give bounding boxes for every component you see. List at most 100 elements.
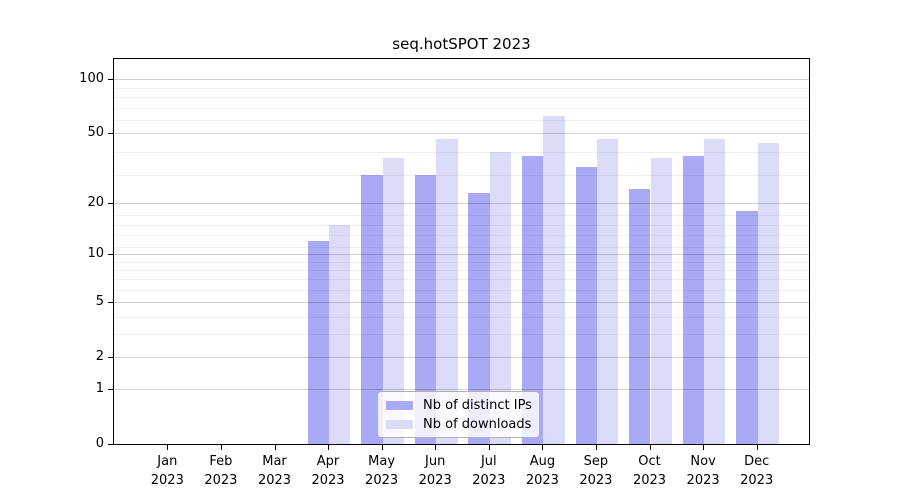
- bar: [361, 174, 383, 444]
- gridline-minor: [114, 235, 809, 237]
- x-tick-month: Aug: [529, 454, 556, 469]
- gridline-major: [114, 389, 809, 391]
- x-tick-year: 2023: [150, 473, 184, 488]
- x-tick-year: 2023: [740, 473, 774, 488]
- x-tick-mark: [756, 445, 758, 450]
- plot-area: [113, 58, 810, 445]
- x-tick-year: 2023: [365, 473, 399, 488]
- gridline-minor: [114, 215, 809, 217]
- bar: [414, 174, 437, 444]
- x-tick-mark: [595, 445, 597, 450]
- gridline-minor: [114, 107, 809, 109]
- x-tick-month: Jun: [425, 454, 446, 469]
- legend: Nb of distinct IPs Nb of downloads: [377, 391, 540, 438]
- grid-layer: [114, 59, 809, 444]
- x-tick-label: Oct 2023: [618, 452, 682, 490]
- x-tick-year: 2023: [525, 473, 559, 488]
- gridline-major: [114, 78, 809, 80]
- gridline-minor: [114, 279, 809, 281]
- x-tick-month: Sep: [583, 454, 609, 469]
- gridline-minor: [114, 152, 809, 154]
- bar: [382, 158, 404, 444]
- x-tick-mark: [649, 445, 651, 450]
- gridline-major: [114, 302, 809, 304]
- bar: [736, 211, 758, 444]
- x-tick-year: 2023: [579, 473, 613, 488]
- bars-layer: [114, 59, 809, 444]
- legend-item-downloads: Nb of downloads: [386, 417, 531, 432]
- y-tick-mark: [108, 203, 113, 204]
- y-tick-label: 50: [87, 124, 104, 140]
- legend-label-downloads: Nb of downloads: [423, 416, 532, 432]
- bar: [543, 116, 565, 444]
- x-tick-mark: [274, 445, 276, 450]
- gridline-minor: [114, 334, 809, 336]
- y-tick-mark: [108, 389, 113, 391]
- x-tick-year: 2023: [686, 473, 720, 488]
- x-tick-mark: [435, 445, 437, 450]
- bar: [468, 192, 490, 444]
- bar: [436, 139, 458, 444]
- y-tick-label: 2: [95, 349, 104, 364]
- x-tick-month: Dec: [744, 454, 770, 469]
- x-tick-month: Mar: [262, 454, 287, 469]
- x-tick-label: Sep 2023: [564, 452, 628, 490]
- x-tick-label: Aug 2023: [510, 452, 574, 490]
- x-tick-label: Jul 2023: [457, 452, 521, 490]
- y-tick-label: 5: [95, 294, 104, 310]
- x-tick-label: Dec 2023: [725, 452, 789, 490]
- y-tick-label: 1: [95, 381, 104, 397]
- x-tick-month: Jul: [480, 454, 497, 469]
- gridline-minor: [114, 270, 809, 272]
- gridline-minor: [114, 224, 809, 226]
- gridline-major: [114, 203, 809, 204]
- y-tick-mark: [108, 254, 113, 256]
- x-tick-mark: [488, 445, 490, 450]
- x-tick-year: 2023: [418, 473, 452, 488]
- y-tick-label: 20: [87, 195, 104, 210]
- x-tick-year: 2023: [632, 473, 667, 488]
- x-tick-month: Jan: [157, 454, 178, 469]
- x-tick-month: May: [368, 454, 396, 469]
- x-tick-mark: [542, 445, 544, 450]
- bar: [489, 152, 512, 444]
- bar: [757, 142, 780, 444]
- gridline-minor: [114, 247, 809, 249]
- x-tick-year: 2023: [472, 473, 506, 488]
- x-tick-month: Oct: [638, 454, 661, 469]
- bar: [522, 156, 544, 444]
- bar: [704, 139, 726, 444]
- y-tick-mark: [108, 443, 113, 445]
- bar: [575, 167, 597, 444]
- x-tick-mark: [381, 445, 383, 450]
- y-tick-label: 100: [79, 70, 104, 86]
- y-tick-label: 10: [87, 246, 104, 262]
- bar: [329, 224, 351, 444]
- x-tick-year: 2023: [311, 473, 345, 488]
- bar: [650, 158, 672, 444]
- gridline-minor: [114, 174, 809, 176]
- chart-title: seq.hotSPOT 2023: [392, 35, 531, 53]
- gridline-minor: [114, 261, 809, 263]
- gridline-major: [114, 132, 809, 134]
- gridline-minor: [114, 316, 809, 318]
- x-tick-year: 2023: [257, 473, 292, 488]
- bar: [596, 139, 619, 444]
- x-tick-mark: [328, 445, 329, 450]
- x-tick-year: 2023: [204, 473, 238, 488]
- gridline-major: [114, 254, 809, 256]
- legend-label-distinct-ips: Nb of distinct IPs: [423, 397, 532, 413]
- x-tick-label: Mar 2023: [243, 452, 307, 490]
- x-tick-label: Jun 2023: [403, 452, 467, 490]
- x-tick-mark: [220, 445, 222, 450]
- x-tick-label: Apr 2023: [296, 452, 360, 490]
- legend-swatch-distinct-ips: [386, 400, 413, 410]
- x-tick-mark: [167, 445, 169, 450]
- x-tick-label: Feb 2023: [189, 452, 253, 490]
- gridline-minor: [114, 120, 809, 121]
- x-tick-mark: [703, 445, 705, 450]
- legend-item-distinct-ips: Nb of distinct IPs: [386, 397, 532, 413]
- legend-swatch-downloads: [386, 419, 413, 429]
- bar: [307, 241, 329, 444]
